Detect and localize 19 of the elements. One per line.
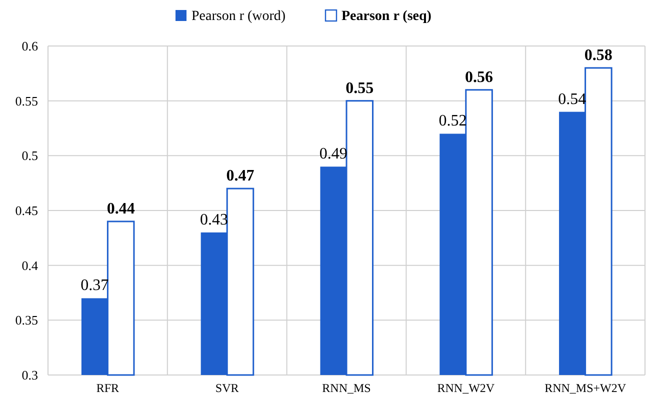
- y-tick-label: 0.6: [22, 38, 38, 54]
- data-label: 0.55: [346, 80, 374, 97]
- y-tick-label: 0.45: [15, 203, 38, 218]
- data-label: 0.47: [226, 168, 254, 185]
- y-tick-label: 0.3: [22, 368, 38, 383]
- legend-label: Pearson r (word): [192, 9, 286, 24]
- x-tick-label: RNN_MS+W2V: [544, 381, 626, 395]
- data-label: 0.56: [465, 68, 494, 86]
- legend-label: Pearson r (seq): [342, 9, 432, 24]
- x-tick-label: RFR: [96, 381, 120, 395]
- y-tick-label: 0.4: [22, 258, 38, 273]
- data-label: 0.44: [106, 200, 135, 218]
- x-tick-label: RNN_W2V: [437, 381, 495, 395]
- data-label: 0.58: [584, 46, 612, 64]
- y-tick-label: 0.5: [22, 148, 38, 164]
- y-tick-label: 0.55: [15, 93, 38, 108]
- x-tick-label: SVR: [215, 381, 239, 395]
- x-tick-label: RNN_MS: [322, 381, 371, 395]
- y-tick-label: 0.35: [15, 312, 38, 328]
